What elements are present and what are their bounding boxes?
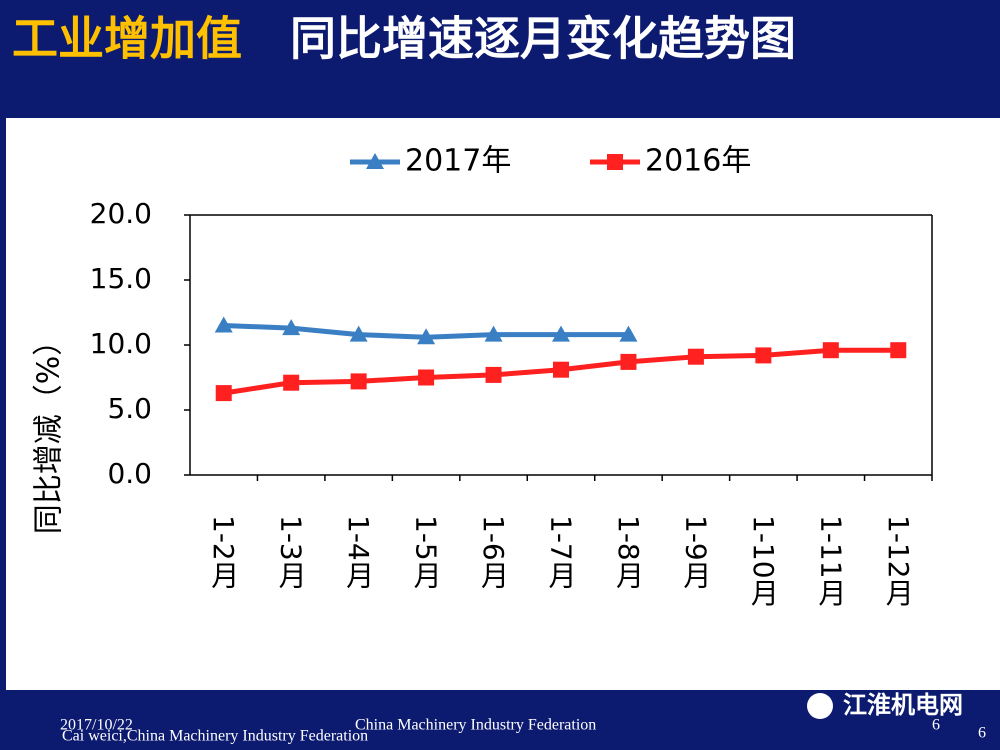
marker <box>687 348 704 365</box>
marker <box>890 342 907 359</box>
marker <box>620 353 637 370</box>
y-tick-label: 5.0 <box>107 392 152 425</box>
marker <box>417 328 436 345</box>
x-tick-label: 1-9月 <box>679 515 712 589</box>
y-tick-label: 0.0 <box>107 457 152 490</box>
marker <box>283 374 300 391</box>
y-tick-label: 20.0 <box>90 197 152 230</box>
title: 同比增速逐月变化趋势图 <box>290 12 796 66</box>
marker <box>553 361 569 378</box>
x-tick-label: 1-10月 <box>747 515 780 607</box>
marker <box>485 366 502 383</box>
watermark-icon <box>807 693 833 719</box>
marker <box>366 153 384 169</box>
x-tick-label: 1-12月 <box>882 515 915 607</box>
title-highlight: 工业增加值 <box>12 12 242 66</box>
marker <box>484 325 503 342</box>
x-tick-label: 1-7月 <box>545 515 578 589</box>
marker <box>755 347 772 364</box>
footer-date: 2017/10/22 <box>60 717 133 734</box>
x-tick-label: 1-5月 <box>410 515 443 589</box>
marker <box>619 325 638 342</box>
footer-org: China Machinery Industry Federation <box>355 717 596 734</box>
footer-author: Cai weici,China Machinery Industry Feder… <box>62 728 368 745</box>
marker <box>215 385 232 402</box>
page-number: 6 <box>978 725 986 742</box>
marker <box>214 316 233 333</box>
x-tick-label: 1-3月 <box>275 515 308 589</box>
legend-label: 2017年 <box>405 144 511 179</box>
legend-label: 2016年 <box>645 144 751 179</box>
x-tick-label: 1-2月 <box>207 515 240 589</box>
page-number: 6 <box>932 717 940 734</box>
y-tick-label: 10.0 <box>90 327 152 360</box>
marker <box>350 373 367 390</box>
marker <box>418 369 435 386</box>
marker <box>607 154 623 170</box>
x-tick-label: 1-8月 <box>612 515 645 589</box>
y-tick-label: 15.0 <box>90 262 152 295</box>
watermark: 江淮机电网 <box>843 691 963 719</box>
x-tick-label: 1-6月 <box>477 515 510 589</box>
chart-panel <box>6 118 1000 690</box>
marker <box>552 325 570 342</box>
marker <box>822 342 839 359</box>
x-tick-label: 1-4月 <box>342 515 375 589</box>
marker <box>282 319 301 336</box>
y-axis-label: 同比增减（%） <box>32 326 67 535</box>
x-tick-label: 1-11月 <box>814 515 847 607</box>
marker <box>349 325 368 342</box>
